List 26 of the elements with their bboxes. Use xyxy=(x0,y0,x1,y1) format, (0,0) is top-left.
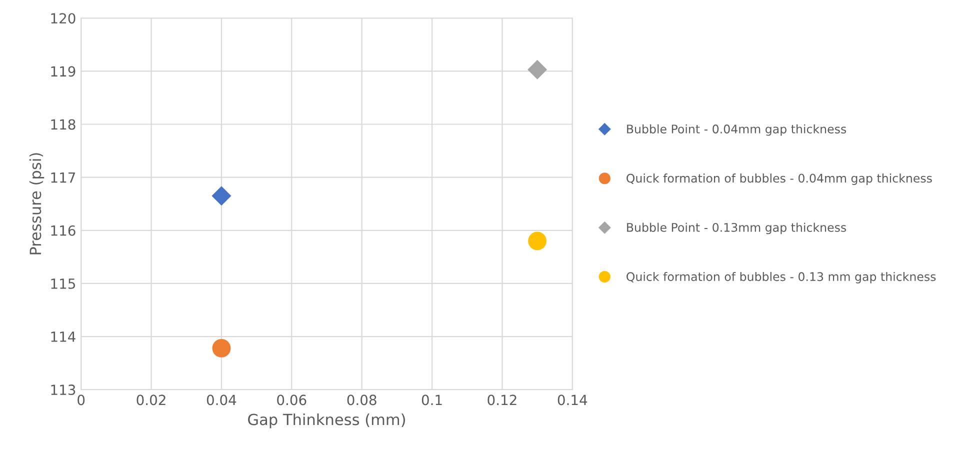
legend-label: Bubble Point - 0.04mm gap thickness xyxy=(627,124,846,136)
x-tick-label: 0 xyxy=(78,394,85,406)
legend-label: Quick formation of bubbles - 0.13 mm gap thickness xyxy=(626,272,936,284)
legend-label: Quick formation of bubbles - 0.04mm gap thickness xyxy=(626,174,932,185)
x-tick-label: 0.04 xyxy=(206,394,236,406)
x-tick-label: 0.14 xyxy=(558,394,588,406)
y-tick-label: 113 xyxy=(51,384,76,396)
x-axis-title: Gap Thinkness (mm) xyxy=(248,413,405,428)
point xyxy=(212,338,231,358)
point xyxy=(212,186,231,206)
y-tick-label: 118 xyxy=(51,119,76,130)
y-tick-label: 120 xyxy=(51,13,76,24)
x-tick-label: 0.02 xyxy=(136,394,166,406)
y-tick-label: 115 xyxy=(51,278,76,289)
y-tick-label: 116 xyxy=(51,225,76,236)
x-tick-label: 0.08 xyxy=(347,394,376,406)
x-tick-label: 0.1 xyxy=(422,394,442,406)
y-tick-label: 117 xyxy=(51,172,76,183)
y-tick-label: 119 xyxy=(51,66,76,77)
y-axis-title: Pressure (psi) xyxy=(29,153,44,254)
x-tick-label: 0.06 xyxy=(277,394,306,406)
point xyxy=(528,232,547,250)
y-tick-label: 114 xyxy=(51,332,76,342)
legend-label: Bubble Point - 0.13mm gap thickness xyxy=(627,222,846,234)
point xyxy=(528,60,547,80)
x-tick-label: 0.12 xyxy=(488,394,516,406)
